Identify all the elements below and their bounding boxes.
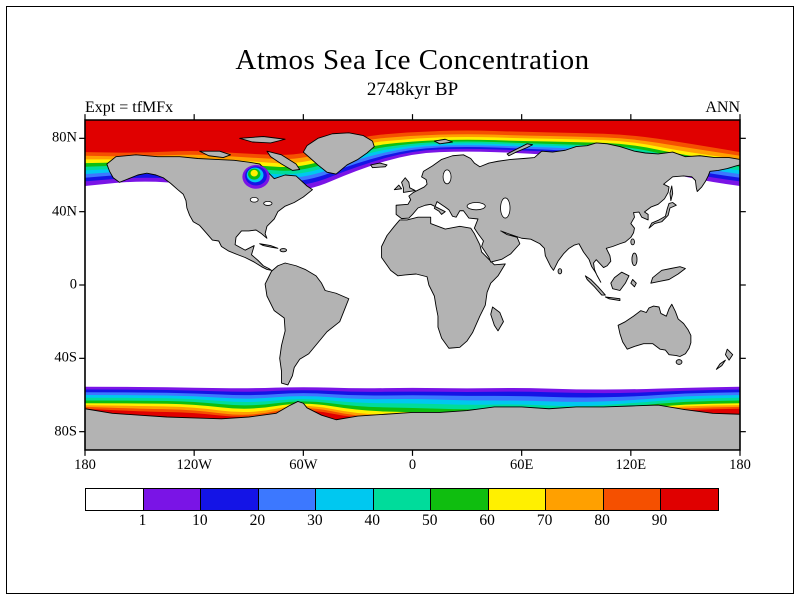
eurasia [396,143,740,282]
lon-tick-label: 120W [176,457,212,473]
colorbar-segment [660,489,719,510]
baltic-sea [443,170,451,184]
lon-tick-label: 60W [289,457,318,473]
lat-tick-label: 0 [69,276,77,293]
arctic-island-victoria [200,151,231,157]
colorbar-segment [602,489,661,510]
lon-tick-label: 0 [408,457,417,473]
colorbar [85,488,719,511]
colorbar-segment [487,489,546,510]
arctic-island-ellesmere [240,137,285,143]
new-guinea [651,267,686,284]
hudson-bay-ice [250,169,258,177]
iceland [371,163,387,168]
sea-ice-arctic [85,120,740,192]
arctic-island-baffin [267,151,300,170]
subheader-row: Expt = tfMFx ANN [85,99,740,117]
antarctica [85,401,740,450]
tasmania [676,360,682,365]
season-label: ANN [705,99,740,116]
australia [618,304,691,356]
colorbar-boundary-label: 90 [651,512,668,529]
axis-ticks [79,114,746,456]
caspian-sea [501,198,510,218]
colorbar-boundary-label: 80 [594,512,610,529]
lat-tick-label: 80S [54,423,77,440]
sulawesi [631,280,636,287]
sumatra [585,276,605,295]
new-zealand-south [716,360,725,369]
java [605,297,620,301]
borneo [611,272,629,290]
south-america [265,263,349,385]
colorbar-segment [257,489,316,510]
subtitle-time-label: 2748kyr BP [366,79,459,100]
inland-water-and-ice [242,164,510,218]
lon-tick-label: 180 [729,457,751,473]
great-lakes-east [264,201,272,205]
colorbar-boundary-label: 60 [479,512,495,529]
lon-tick-label: 120E [615,457,647,473]
colorbar-boundary-label: 70 [536,512,553,529]
africa [382,217,506,348]
colorbar-boundary-label: 1 [138,512,147,529]
colorbar-segment [86,489,143,510]
colorbar-boundary-label: 50 [421,512,438,529]
world-map [85,120,740,450]
philippines [632,253,637,265]
lat-tick-label: 40S [54,349,77,366]
colorbar-segment [430,489,488,510]
lon-tick-label: 60E [509,457,534,473]
lat-tick-label: 80N [52,129,77,146]
new-zealand-north [725,349,732,360]
sakhalin [670,186,673,201]
novaya-zemlya [507,144,532,156]
colorbar-segment [315,489,373,510]
colorbar-segment [372,489,431,510]
colorbar-boundary-label: 40 [364,512,381,529]
japan [649,203,676,229]
page-title: Atmos Sea Ice Concentration [235,44,590,76]
lon-tick-label: 180 [74,457,96,473]
colorbar-segment [142,489,201,510]
greenland [303,133,374,174]
colorbar-segment [545,489,603,510]
great-britain [402,178,416,193]
colorbar-boundary-label: 10 [192,512,208,529]
ireland [394,185,401,190]
sri-lanka [558,269,562,274]
great-lakes-west [250,197,258,202]
ice-band [85,120,740,155]
colorbar-boundary-label: 20 [249,512,266,529]
svalbard [434,139,452,144]
madagascar [491,307,504,331]
cuba [260,244,278,249]
experiment-label: Expt = tfMFx [85,99,174,116]
colorbar-boundary-label: 30 [307,512,323,529]
taiwan [631,239,635,245]
colorbar-segment [200,489,258,510]
lat-tick-label: 40N [52,203,77,220]
map-frame [85,120,740,450]
hispaniola [280,249,287,252]
black-sea [467,203,485,210]
